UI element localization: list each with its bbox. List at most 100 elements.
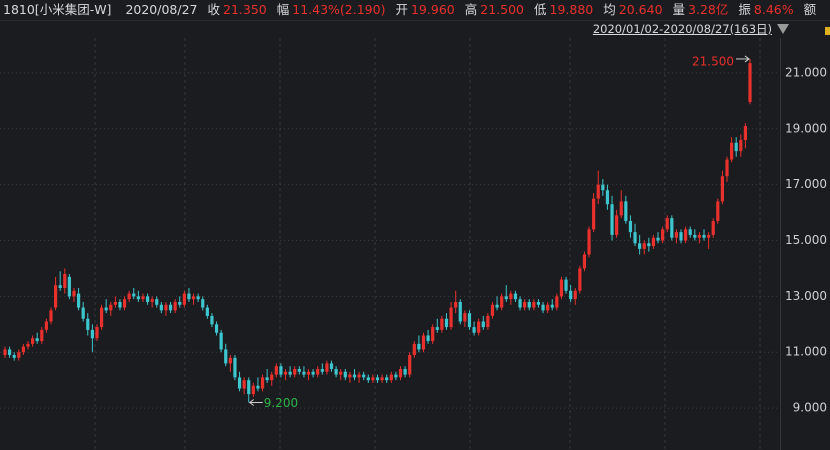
candle-body — [53, 285, 58, 308]
candle-body — [527, 301, 531, 308]
candle-body — [596, 184, 600, 199]
candle-body — [495, 304, 499, 308]
candle-body — [412, 343, 416, 356]
y-tick-label: 11.000 — [785, 345, 827, 359]
candle-body — [486, 315, 490, 328]
candle-body — [426, 335, 430, 342]
candle-body — [136, 296, 140, 300]
candle-body — [458, 301, 462, 322]
quote-value: 11.43%(2.190) — [292, 2, 386, 17]
candle-body — [444, 318, 449, 328]
candle-body — [58, 285, 62, 288]
date-range[interactable]: 2020/01/02-2020/08/27(163日) — [592, 22, 772, 36]
quote-label: 振 — [738, 2, 751, 17]
candle-body — [380, 377, 384, 381]
candle-body — [283, 371, 288, 375]
candle-body — [490, 304, 495, 316]
candle-body — [656, 237, 660, 241]
candle-body — [385, 377, 389, 381]
candle-body — [679, 232, 683, 241]
candle-body — [288, 371, 292, 375]
quote-value: 19.960 — [410, 2, 455, 17]
month-dividers — [94, 38, 761, 450]
candle-body — [81, 307, 85, 319]
candle-body — [21, 346, 25, 353]
candle-body — [270, 374, 274, 381]
candle-body — [582, 254, 587, 269]
candle-body — [178, 301, 182, 305]
candle-body — [260, 377, 265, 389]
candle-body — [578, 268, 582, 291]
candle-body — [12, 355, 16, 358]
candle-body — [306, 371, 311, 375]
quote-label: 幅 — [276, 2, 290, 17]
candle-body — [697, 234, 702, 238]
candle-body — [725, 159, 729, 177]
candle-body — [440, 318, 444, 330]
candle-body — [693, 234, 697, 238]
candle-body — [7, 349, 12, 356]
symbol: 1810[小米集团-W] — [3, 2, 112, 17]
candle-body — [523, 301, 527, 308]
candle-body — [559, 279, 564, 297]
candle-body — [394, 374, 398, 378]
candle-body — [72, 290, 76, 297]
candle-body — [30, 338, 35, 344]
candle-body — [564, 279, 568, 291]
candle-body — [99, 307, 104, 328]
candle-body — [44, 321, 48, 330]
quote-label: 收 — [207, 2, 220, 17]
candle-body — [63, 274, 67, 288]
candle-body — [688, 229, 692, 235]
candle-body — [118, 301, 122, 308]
candle-body — [150, 299, 154, 302]
candle-body — [720, 176, 725, 202]
y-tick-label: 17.000 — [785, 177, 827, 191]
candle-body — [610, 204, 614, 235]
candle-body — [40, 329, 44, 342]
candle-body — [127, 293, 131, 300]
candle-body — [325, 363, 329, 372]
candle-body — [513, 293, 518, 300]
annotation-label: 21.500 — [692, 54, 734, 68]
candle-body — [164, 304, 168, 311]
candle-body — [417, 343, 421, 350]
candle-body — [334, 368, 338, 375]
candle-body — [90, 329, 94, 339]
candle-body — [555, 296, 559, 308]
candle-body — [716, 201, 720, 221]
candle-body — [320, 368, 324, 372]
quote-label: 高 — [464, 2, 478, 17]
candle-body — [670, 218, 674, 238]
quote-label: 低 — [534, 2, 547, 17]
candle-body — [481, 321, 485, 328]
quote-value: 19.880 — [549, 2, 594, 17]
candle-body — [210, 315, 214, 325]
candle-body — [256, 385, 260, 389]
annotation-label: 9.200 — [264, 396, 298, 410]
candle-body — [509, 293, 513, 300]
candle-body — [734, 142, 738, 152]
candle-body — [76, 293, 81, 308]
candle-body — [109, 304, 113, 311]
quote-label: 均 — [603, 2, 616, 17]
candle-body — [122, 299, 127, 308]
candle-body — [196, 296, 200, 300]
candle-body — [168, 304, 173, 311]
candle-body — [707, 234, 711, 238]
candle-body — [159, 304, 163, 311]
quote-label: 开 — [395, 2, 408, 17]
candle-body — [536, 301, 541, 305]
y-tick-label: 19.000 — [785, 121, 827, 135]
candle-body — [297, 368, 301, 372]
candle-body — [329, 363, 334, 369]
candle-body — [569, 290, 573, 300]
candle-body — [339, 371, 343, 375]
candle-body — [187, 293, 191, 300]
dropdown-arrow[interactable] — [777, 24, 789, 34]
candle-body — [624, 201, 628, 221]
candle-body — [279, 366, 283, 375]
quote-date: 2020/08/27 — [125, 2, 198, 17]
candle-body — [17, 352, 21, 358]
